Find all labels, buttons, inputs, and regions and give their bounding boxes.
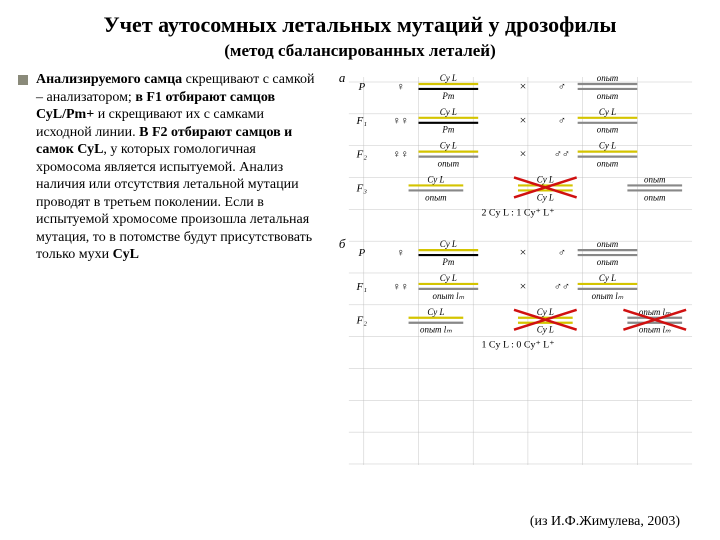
svg-text:Cy L: Cy L bbox=[440, 73, 457, 83]
svg-text:♂: ♂ bbox=[558, 247, 566, 259]
svg-text:Cy L: Cy L bbox=[537, 307, 554, 317]
svg-text:F₁: F₁ bbox=[356, 281, 368, 293]
svg-text:♀: ♀ bbox=[401, 115, 409, 127]
svg-text:опыт lₘ: опыт lₘ bbox=[592, 291, 624, 301]
svg-text:Pm: Pm bbox=[441, 257, 454, 267]
svg-text:Cy L: Cy L bbox=[599, 107, 616, 117]
svg-text:опыт: опыт bbox=[597, 73, 619, 83]
svg-text:опыт: опыт bbox=[597, 239, 619, 249]
genetics-diagram: аP♀Cy LPm×♂опытопытF₁♀♀Cy LPm×♂Cy LопытF… bbox=[324, 71, 702, 471]
svg-text:♀: ♀ bbox=[401, 281, 409, 293]
slide-subtitle: (метод сбалансированных леталей) bbox=[18, 41, 702, 61]
svg-text:♂: ♂ bbox=[554, 281, 562, 293]
text-column: Анализируемого самца скрещивают с самкой… bbox=[18, 71, 318, 476]
slide-title: Учет аутосомных летальных мутаций у дроз… bbox=[18, 12, 702, 37]
svg-text:2 Cy L : 1 Cy⁺ L⁺: 2 Cy L : 1 Cy⁺ L⁺ bbox=[481, 208, 554, 219]
svg-text:♂: ♂ bbox=[558, 81, 566, 93]
svg-text:опыт: опыт bbox=[597, 125, 619, 135]
svg-text:опыт: опыт bbox=[438, 159, 460, 169]
svg-text:Cy L: Cy L bbox=[440, 239, 457, 249]
svg-text:Pm: Pm bbox=[441, 91, 454, 101]
svg-text:♀: ♀ bbox=[401, 149, 409, 161]
bullet-icon bbox=[18, 75, 28, 85]
svg-text:опыт: опыт bbox=[597, 257, 619, 267]
svg-text:опыт lₘ: опыт lₘ bbox=[639, 325, 671, 335]
svg-text:×: × bbox=[520, 113, 527, 127]
svg-text:опыт lₘ: опыт lₘ bbox=[432, 291, 464, 301]
svg-text:Cy L: Cy L bbox=[440, 141, 457, 151]
svg-text:♂: ♂ bbox=[554, 149, 562, 161]
svg-text:♂: ♂ bbox=[562, 281, 570, 293]
svg-text:Pm: Pm bbox=[441, 125, 454, 135]
svg-text:♂: ♂ bbox=[562, 149, 570, 161]
svg-text:Cy L: Cy L bbox=[599, 273, 616, 283]
svg-text:F₂: F₂ bbox=[356, 149, 368, 161]
svg-text:×: × bbox=[520, 79, 527, 93]
svg-text:опыт: опыт bbox=[644, 175, 666, 185]
diagram-column: аP♀Cy LPm×♂опытопытF₁♀♀Cy LPm×♂Cy LопытF… bbox=[324, 71, 702, 476]
svg-text:F₃: F₃ bbox=[356, 183, 368, 195]
svg-text:Cy L: Cy L bbox=[537, 325, 554, 335]
svg-text:опыт: опыт bbox=[425, 193, 447, 203]
bullet-lead: Анализируемого самца bbox=[36, 72, 182, 87]
svg-text:опыт: опыт bbox=[597, 91, 619, 101]
svg-text:б: б bbox=[339, 236, 346, 251]
svg-text:Cy L: Cy L bbox=[440, 273, 457, 283]
svg-text:×: × bbox=[520, 279, 527, 293]
citation: (из И.Ф.Жимулева, 2003) bbox=[530, 514, 680, 530]
svg-text:F₂: F₂ bbox=[356, 315, 368, 327]
body-text: Анализируемого самца скрещивают с самкой… bbox=[36, 71, 318, 264]
svg-text:F₁: F₁ bbox=[356, 115, 368, 127]
svg-text:Cy L: Cy L bbox=[537, 175, 554, 185]
svg-text:Cy L: Cy L bbox=[427, 307, 444, 317]
svg-text:♀: ♀ bbox=[397, 81, 405, 93]
svg-text:♀: ♀ bbox=[397, 247, 405, 259]
svg-text:Cy L: Cy L bbox=[440, 107, 457, 117]
svg-text:♂: ♂ bbox=[558, 115, 566, 127]
svg-text:опыт: опыт bbox=[597, 159, 619, 169]
svg-text:P: P bbox=[357, 81, 365, 93]
svg-text:опыт lₘ: опыт lₘ bbox=[420, 325, 452, 335]
svg-text:P: P bbox=[357, 247, 365, 259]
svg-text:а: а bbox=[339, 71, 345, 85]
svg-text:опыт: опыт bbox=[644, 193, 666, 203]
svg-text:Cy L: Cy L bbox=[599, 141, 616, 151]
svg-text:Cy L: Cy L bbox=[537, 193, 554, 203]
svg-text:Cy L: Cy L bbox=[427, 175, 444, 185]
svg-text:×: × bbox=[520, 147, 527, 161]
svg-text:1 Cy L : 0 Cy⁺ L⁺: 1 Cy L : 0 Cy⁺ L⁺ bbox=[481, 340, 554, 351]
svg-text:×: × bbox=[520, 245, 527, 259]
